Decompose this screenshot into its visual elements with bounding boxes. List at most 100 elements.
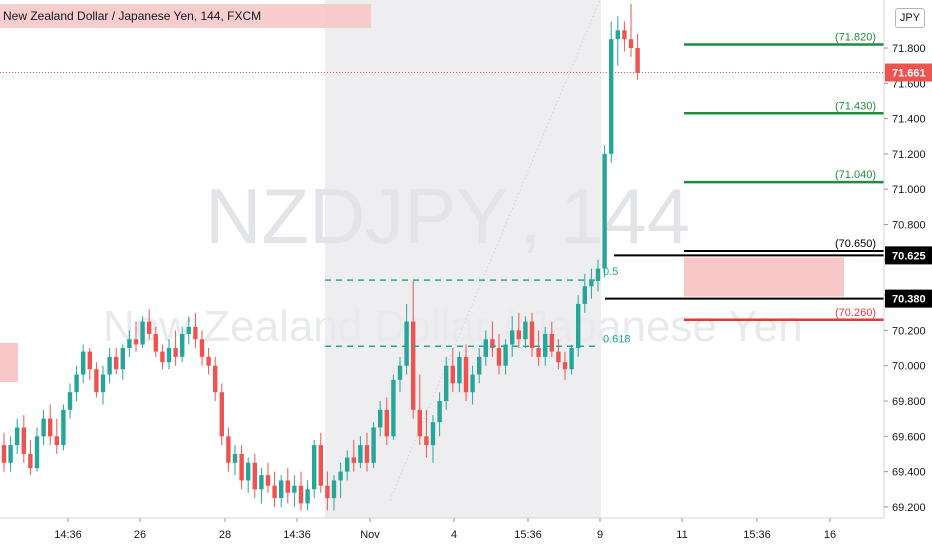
price-tick-label: 69.800 bbox=[892, 396, 926, 408]
candle-body bbox=[536, 348, 541, 357]
watermark-description: New Zealand Dollar / Japanese Yen bbox=[103, 302, 803, 351]
candle-body bbox=[351, 457, 356, 463]
time-tick-label: 9 bbox=[597, 529, 603, 541]
candle-body bbox=[450, 365, 455, 384]
candle-body bbox=[54, 436, 59, 446]
time-tick-label: 4 bbox=[451, 529, 457, 541]
candle-body bbox=[107, 356, 112, 375]
candle-body bbox=[140, 321, 145, 345]
candle-body bbox=[378, 409, 383, 428]
candle-body bbox=[272, 485, 277, 499]
candle-body bbox=[358, 445, 363, 463]
candle-body bbox=[615, 30, 620, 40]
price-tick-label: 70.000 bbox=[892, 361, 926, 373]
level-label: (71.040) bbox=[835, 169, 876, 181]
candle-body bbox=[239, 453, 244, 481]
candle-body bbox=[206, 356, 211, 366]
candle-body bbox=[285, 480, 290, 493]
candle-body bbox=[298, 485, 304, 504]
candle-body bbox=[345, 457, 350, 472]
candle-body bbox=[602, 153, 607, 269]
price-tick-label: 70.800 bbox=[892, 220, 926, 232]
candle-body bbox=[67, 392, 73, 410]
candle-body bbox=[232, 453, 238, 463]
candle-body bbox=[199, 339, 205, 357]
candle-body bbox=[81, 351, 86, 375]
time-tick-label: Nov bbox=[360, 529, 380, 541]
candle-body bbox=[430, 422, 436, 446]
candle-body bbox=[219, 392, 224, 437]
candle-body bbox=[41, 418, 46, 437]
candle-body bbox=[549, 333, 554, 352]
candle-body bbox=[622, 30, 627, 40]
level-badge-label: 70.380 bbox=[892, 294, 926, 306]
time-tick-label: 11 bbox=[676, 529, 687, 541]
candle-body bbox=[28, 453, 33, 469]
candle-body bbox=[87, 351, 92, 370]
price-tick-label: 71.000 bbox=[892, 184, 926, 196]
currency-badge[interactable]: JPY bbox=[895, 8, 925, 28]
candle-body bbox=[166, 348, 172, 363]
candle-body bbox=[325, 485, 330, 499]
time-axis[interactable]: 14:36 26 28 14:36 Nov 4 15:36 9 11 15:36 16 bbox=[0, 517, 884, 541]
candle-body bbox=[556, 351, 561, 363]
candle-body bbox=[292, 485, 297, 493]
price-tick-label: 71.400 bbox=[892, 114, 926, 126]
price-tick-label: 69.200 bbox=[892, 502, 926, 514]
candle-body bbox=[100, 374, 106, 393]
left-highlight-box bbox=[0, 343, 18, 382]
level-badge bbox=[885, 289, 932, 308]
candle-body bbox=[371, 427, 376, 463]
candle-body bbox=[576, 303, 581, 349]
candle-body bbox=[457, 356, 462, 384]
price-tick-label: 69.400 bbox=[892, 467, 926, 479]
candle-body bbox=[193, 326, 198, 340]
session-shade bbox=[325, 0, 601, 518]
level-label: (70.260) bbox=[835, 307, 876, 319]
candle-body bbox=[133, 339, 139, 345]
chart-title: New Zealand Dollar / Japanese Yen, 144, … bbox=[3, 9, 262, 23]
candle-body bbox=[153, 333, 158, 352]
watermark: NZDJPY , 144 New Zealand Dollar / Japane… bbox=[103, 172, 803, 351]
current-price-label: 71.661 bbox=[892, 68, 926, 80]
candle-body bbox=[312, 445, 317, 490]
level-label: (70.650) bbox=[835, 238, 876, 250]
price-axis[interactable]: 71.80071.60071.40071.20071.00070.80070.6… bbox=[883, 0, 932, 518]
candle-body bbox=[8, 445, 13, 463]
level-badge bbox=[885, 246, 932, 265]
price-tick-label: 71.800 bbox=[892, 43, 926, 55]
candle-body bbox=[510, 330, 515, 345]
overlays: (71.820) (71.430) (71.040) (70.650) (70.260)… bbox=[0, 31, 884, 348]
candle-body bbox=[477, 356, 482, 375]
candle-body bbox=[318, 445, 323, 486]
candle-body bbox=[186, 326, 191, 334]
candle-body bbox=[305, 489, 310, 504]
candle-body bbox=[411, 321, 416, 410]
watermark-symbol: NZDJPY bbox=[205, 172, 508, 260]
candle-body bbox=[516, 330, 521, 340]
candle-body bbox=[213, 365, 218, 393]
candle-body bbox=[397, 365, 403, 380]
candle-body bbox=[424, 436, 429, 446]
candle-body bbox=[523, 321, 528, 340]
watermark-separator: , bbox=[520, 172, 542, 260]
candle-body bbox=[404, 321, 409, 366]
candle-body bbox=[120, 348, 125, 370]
candle-body bbox=[114, 356, 119, 370]
candle-body bbox=[127, 339, 132, 349]
time-tick-label: 15:36 bbox=[514, 529, 542, 541]
candle-body bbox=[628, 39, 634, 48]
candle-body bbox=[444, 365, 449, 401]
time-tick-label: 16 bbox=[824, 529, 836, 541]
candle-body bbox=[470, 374, 475, 393]
candle-body bbox=[595, 268, 601, 281]
supply-zone-box bbox=[684, 257, 844, 297]
candle-body bbox=[259, 475, 264, 490]
candle-body bbox=[147, 321, 152, 334]
candle-body bbox=[582, 286, 587, 304]
candle-body bbox=[589, 280, 594, 287]
candle-body bbox=[173, 348, 178, 357]
candle-body bbox=[635, 48, 640, 73]
time-tick-label: 15:36 bbox=[743, 529, 771, 541]
